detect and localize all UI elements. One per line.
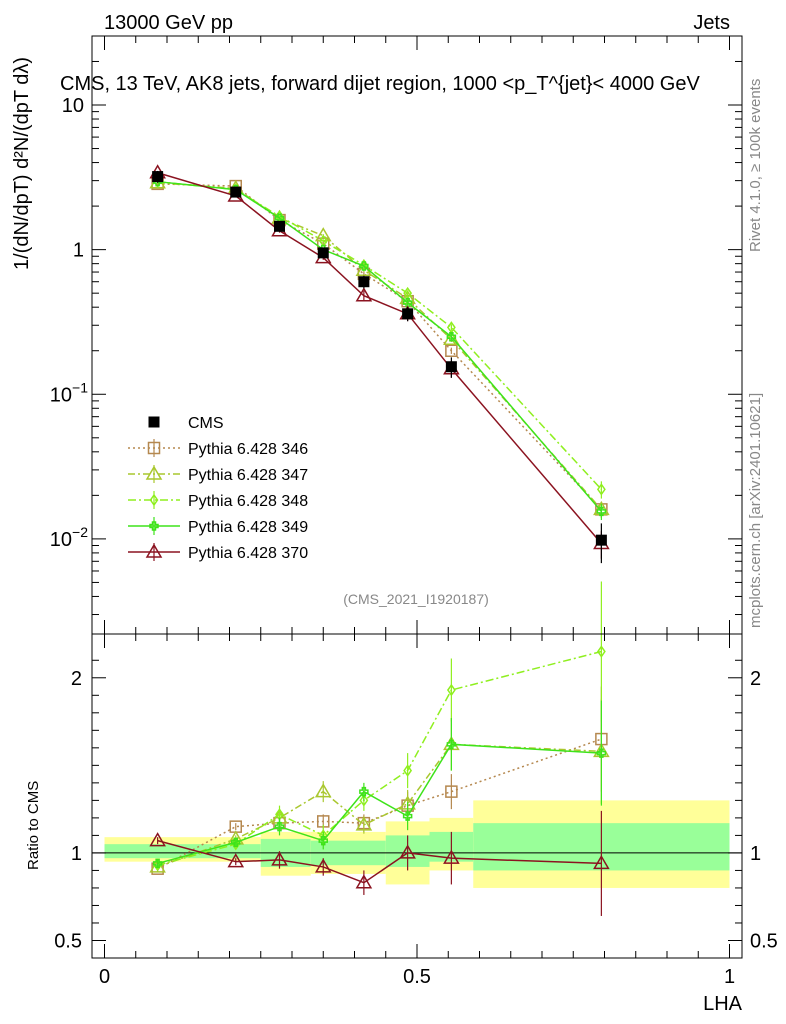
x-tick-label: 0 [99, 966, 110, 988]
point-p348 [596, 483, 606, 496]
series-line-p370 [157, 172, 602, 544]
legend-entry-p347: Pythia 6.428 347 [128, 465, 308, 484]
ratio-y-tick-label: 2 [71, 668, 82, 690]
legend-label-p370: Pythia 6.428 370 [188, 545, 308, 562]
ratio-frame [91, 633, 743, 959]
ratio-point-p370 [314, 858, 332, 873]
legend-marker-p346 [147, 441, 161, 455]
point-p349 [446, 331, 457, 342]
ratio-line-p349 [157, 743, 602, 865]
ratio-y-tick-label: 1 [71, 843, 82, 865]
legend-marker-cms [148, 416, 160, 428]
legend-entry-p346: Pythia 6.428 346 [128, 439, 308, 458]
ratio-point-p370 [355, 874, 373, 889]
ratio-point-p348 [596, 645, 606, 658]
legend-label-p348: Pythia 6.428 348 [188, 493, 308, 510]
legend-marker-p349 [149, 521, 159, 531]
point-p349 [274, 213, 285, 223]
ratio-point-p349 [596, 748, 607, 758]
legend-entry-p370: Pythia 6.428 370 [128, 543, 308, 562]
point-cms [230, 186, 242, 198]
ratio-y-tick-label-right: 1 [750, 843, 761, 865]
point-p349 [359, 261, 369, 271]
series-cms [152, 170, 607, 564]
main-y-tick-label: 1 [73, 240, 84, 262]
ratio-point-p349 [152, 858, 163, 869]
series-line-p349 [157, 180, 602, 512]
analysis-watermark: (CMS_2021_I1920187) [343, 591, 489, 607]
ratio-point-p349 [318, 835, 328, 846]
ratio-point-p370 [443, 849, 460, 864]
ratio-point-p370 [271, 851, 288, 866]
legend: CMS Pythia 6.428 346 Pythia 6.428 347 Pythi… [128, 415, 308, 562]
ratio-y-label: Ratio to CMS [25, 781, 42, 870]
main-y-label: 1/(dN/dpT) d²N/(dpT dλ) [11, 57, 33, 270]
point-cms [274, 220, 285, 232]
ratio-y-tick-label: 0.5 [54, 930, 82, 952]
ratio-y-tick-label-right: 2 [750, 668, 761, 690]
ratio-series-p370 [149, 810, 610, 916]
point-cms [445, 361, 457, 373]
ratio-point-p370 [399, 844, 416, 859]
main-series [149, 164, 610, 564]
point-p349 [596, 506, 607, 517]
ratio-point-p347 [355, 816, 373, 831]
ratio-point-p349 [359, 786, 369, 797]
main-y-tick-label: 10 [62, 95, 84, 117]
point-cms [402, 308, 414, 320]
point-cms [595, 534, 607, 546]
plot-title: CMS, 13 TeV, AK8 jets, forward dijet reg… [60, 73, 700, 95]
ratio-point-p349 [402, 811, 413, 821]
legend-label-p347: Pythia 6.428 347 [188, 467, 308, 484]
legend-label-p346: Pythia 6.428 346 [188, 441, 308, 458]
main-y-tick-label: 10−2 [50, 524, 88, 551]
point-p370 [355, 287, 373, 302]
ratio-line-p370 [157, 839, 602, 884]
ratio-point-p370 [593, 854, 610, 870]
ratio-bands [92, 800, 742, 888]
energy-label: 13000 GeV pp [104, 12, 233, 34]
ratio-point-p349 [231, 837, 241, 848]
legend-entry-p349: Pythia 6.428 349 [128, 517, 308, 536]
ratio-line-p346 [157, 738, 602, 870]
ratio-line-p348 [157, 650, 602, 866]
ratio-series [149, 581, 610, 916]
legend-entry-p348: Pythia 6.428 348 [128, 491, 308, 510]
point-p349 [402, 297, 413, 308]
x-tick-label: 0.5 [403, 966, 431, 988]
legend-entry-cms: CMS [148, 415, 224, 432]
series-line-p347 [157, 182, 602, 510]
axes: 10−2 10−1 1 10 0 0.5 1 0.5 0.5 1 1 2 2 [50, 35, 778, 988]
point-p346 [445, 344, 458, 357]
point-cms [152, 171, 164, 183]
ratio-series-p349 [152, 700, 607, 869]
x-tick-label: 1 [724, 966, 735, 988]
legend-marker-p348 [149, 493, 159, 507]
ratio-point-p348 [446, 683, 456, 697]
legend-label-cms: CMS [188, 415, 224, 432]
point-cms [358, 276, 370, 288]
rivet-label: Rivet 4.1.0, ≥ 100k events [747, 79, 764, 252]
ratio-point-p370 [149, 832, 166, 847]
legend-marker-p347 [145, 465, 163, 480]
ratio-point-p349 [446, 739, 457, 750]
point-cms [317, 247, 329, 259]
main-y-tick-label: 10−1 [50, 379, 88, 406]
x-axis-label: LHA [703, 993, 743, 1015]
ratio-line-p347 [157, 743, 602, 868]
ratio-point-p349 [274, 821, 285, 832]
mcplots-label: mcplots.cern.ch [arXiv:2401.10621] [747, 393, 764, 628]
category-label: Jets [693, 12, 730, 34]
ratio-point-p348 [403, 764, 413, 777]
ratio-point-p346 [445, 785, 458, 798]
ratio-point-p347 [314, 783, 332, 798]
legend-marker-p370 [145, 543, 163, 558]
ratio-point-p370 [227, 853, 245, 868]
ratio-point-p348 [359, 794, 369, 807]
legend-label-p349: Pythia 6.428 349 [188, 519, 308, 536]
series-line-p346 [157, 183, 602, 510]
ratio-y-tick-label-right: 0.5 [750, 930, 778, 952]
